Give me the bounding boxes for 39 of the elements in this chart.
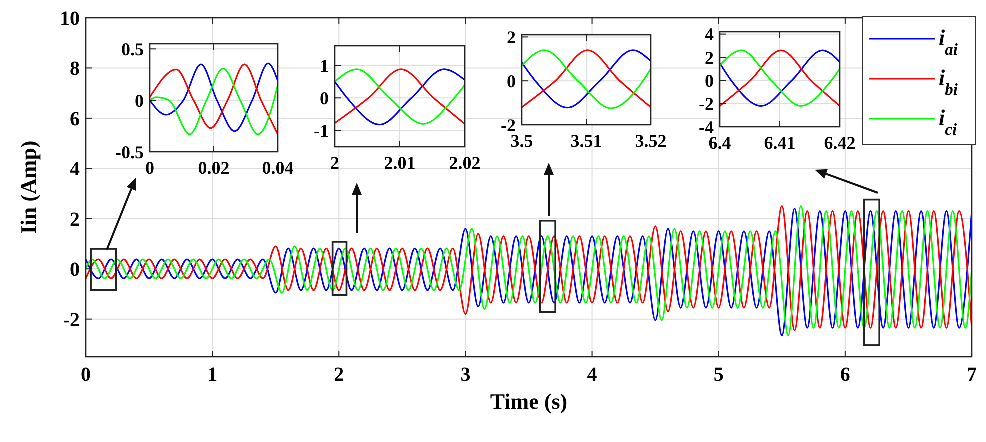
y-tick-label: 0.5: [122, 39, 144, 60]
x-tick-label: 6: [840, 364, 850, 386]
y-tick-label: 0: [135, 90, 144, 111]
y-tick-label: 0: [320, 88, 329, 108]
x-tick-label: 6.42: [824, 133, 856, 153]
y-tick-label: -0.5: [116, 142, 144, 162]
x-tick-label: 3: [460, 364, 471, 386]
y-tick-label: 4: [705, 24, 714, 45]
y-tick-label: 2: [705, 48, 714, 68]
y-tick-label: 10: [60, 8, 80, 30]
y-tick-label: 8: [70, 58, 80, 80]
x-tick-label: 4: [587, 364, 598, 386]
y-tick-label: 1: [320, 56, 329, 76]
y-tick-label: -2: [63, 309, 80, 332]
x-tick-label: 5: [714, 364, 724, 386]
legend-label: i$_{ci}$: [939, 105, 958, 138]
x-tick-label: 0.04: [262, 158, 294, 178]
x-tick-label: 2: [334, 364, 344, 386]
x-axis-title: Time (s): [490, 389, 568, 414]
x-tick-label: 2.02: [449, 153, 481, 173]
x-tick-label: 2.01: [384, 153, 416, 173]
legend-label: i$_{ai}$: [939, 25, 958, 58]
x-tick-label: 3.51: [570, 131, 602, 151]
y-tick-label: 0: [705, 70, 714, 91]
y-tick-label: 0: [507, 71, 516, 92]
x-tick-label: 0.02: [198, 158, 230, 178]
legend-label: i$_{bi}$: [939, 65, 958, 98]
y-tick-label: 0: [70, 259, 80, 282]
x-tick-label: 1: [208, 364, 218, 386]
y-tick-label: 6: [70, 108, 80, 130]
y-tick-label: -2: [699, 94, 714, 114]
line-series: [720, 50, 840, 107]
x-tick-label: 7: [967, 364, 977, 386]
x-tick-label: 3.52: [635, 131, 667, 151]
y-tick-label: -1: [314, 121, 329, 142]
y-tick-label: 2: [70, 208, 80, 231]
y-tick-label: 2: [507, 27, 516, 48]
y-axis-title: Iin (Amp): [16, 140, 41, 234]
x-tick-label: 6.41: [764, 133, 796, 153]
